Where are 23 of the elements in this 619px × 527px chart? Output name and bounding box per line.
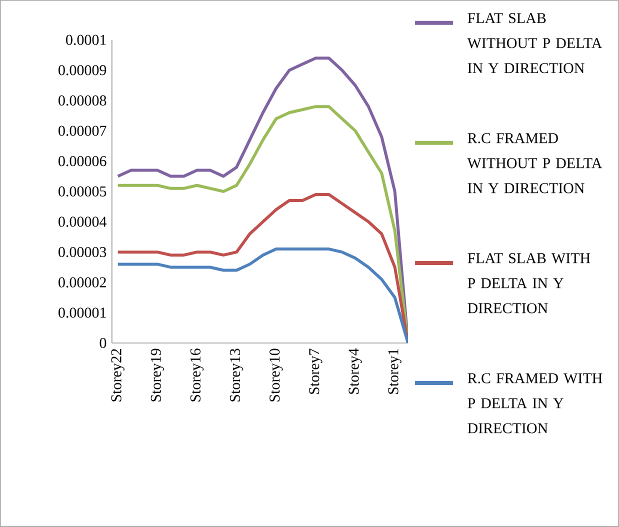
x-tick-label: Storey1 <box>388 349 402 394</box>
y-tick-label: 0.00008 <box>58 95 106 106</box>
y-tick-label: 0.00004 <box>58 216 106 227</box>
y-tick-label: 0.00006 <box>58 156 106 166</box>
legend-label: FLAT SLAB WITHOUT P DELTA IN Y DIRECTION <box>467 13 602 74</box>
y-tick-label: 0.00007 <box>58 126 106 136</box>
y-tick-label: 0.00002 <box>58 277 106 288</box>
x-tick-label: Storey10 <box>270 348 283 402</box>
legend-label: R.C FRAMED WITHOUT P DELTA IN Y DIRECTION <box>467 133 602 194</box>
legend-label: R.C FRAMED WITH P DELTA IN Y DIRECTION <box>468 373 602 434</box>
y-tick-label: 0.00001 <box>58 308 106 318</box>
x-tick-label: Storey4 <box>348 348 362 394</box>
x-tick-label: Storey22 <box>111 349 124 402</box>
x-tick-label: Storey19 <box>150 348 164 402</box>
x-tick-label: Storey13 <box>230 348 244 402</box>
y-tick-label: 0.00005 <box>58 186 106 197</box>
y-tick-label: 0.00003 <box>58 246 106 258</box>
y-tick-label: 0.0001 <box>66 34 106 46</box>
x-tick-label: Storey16 <box>190 348 204 402</box>
legend-label: FLAT SLAB WITH P DELTA IN Y DIRECTION <box>468 253 590 314</box>
y-tick-label: 0 <box>100 338 106 348</box>
y-tick-label: 0.00009 <box>58 65 106 76</box>
x-tick-label: Storey7 <box>309 348 322 394</box>
